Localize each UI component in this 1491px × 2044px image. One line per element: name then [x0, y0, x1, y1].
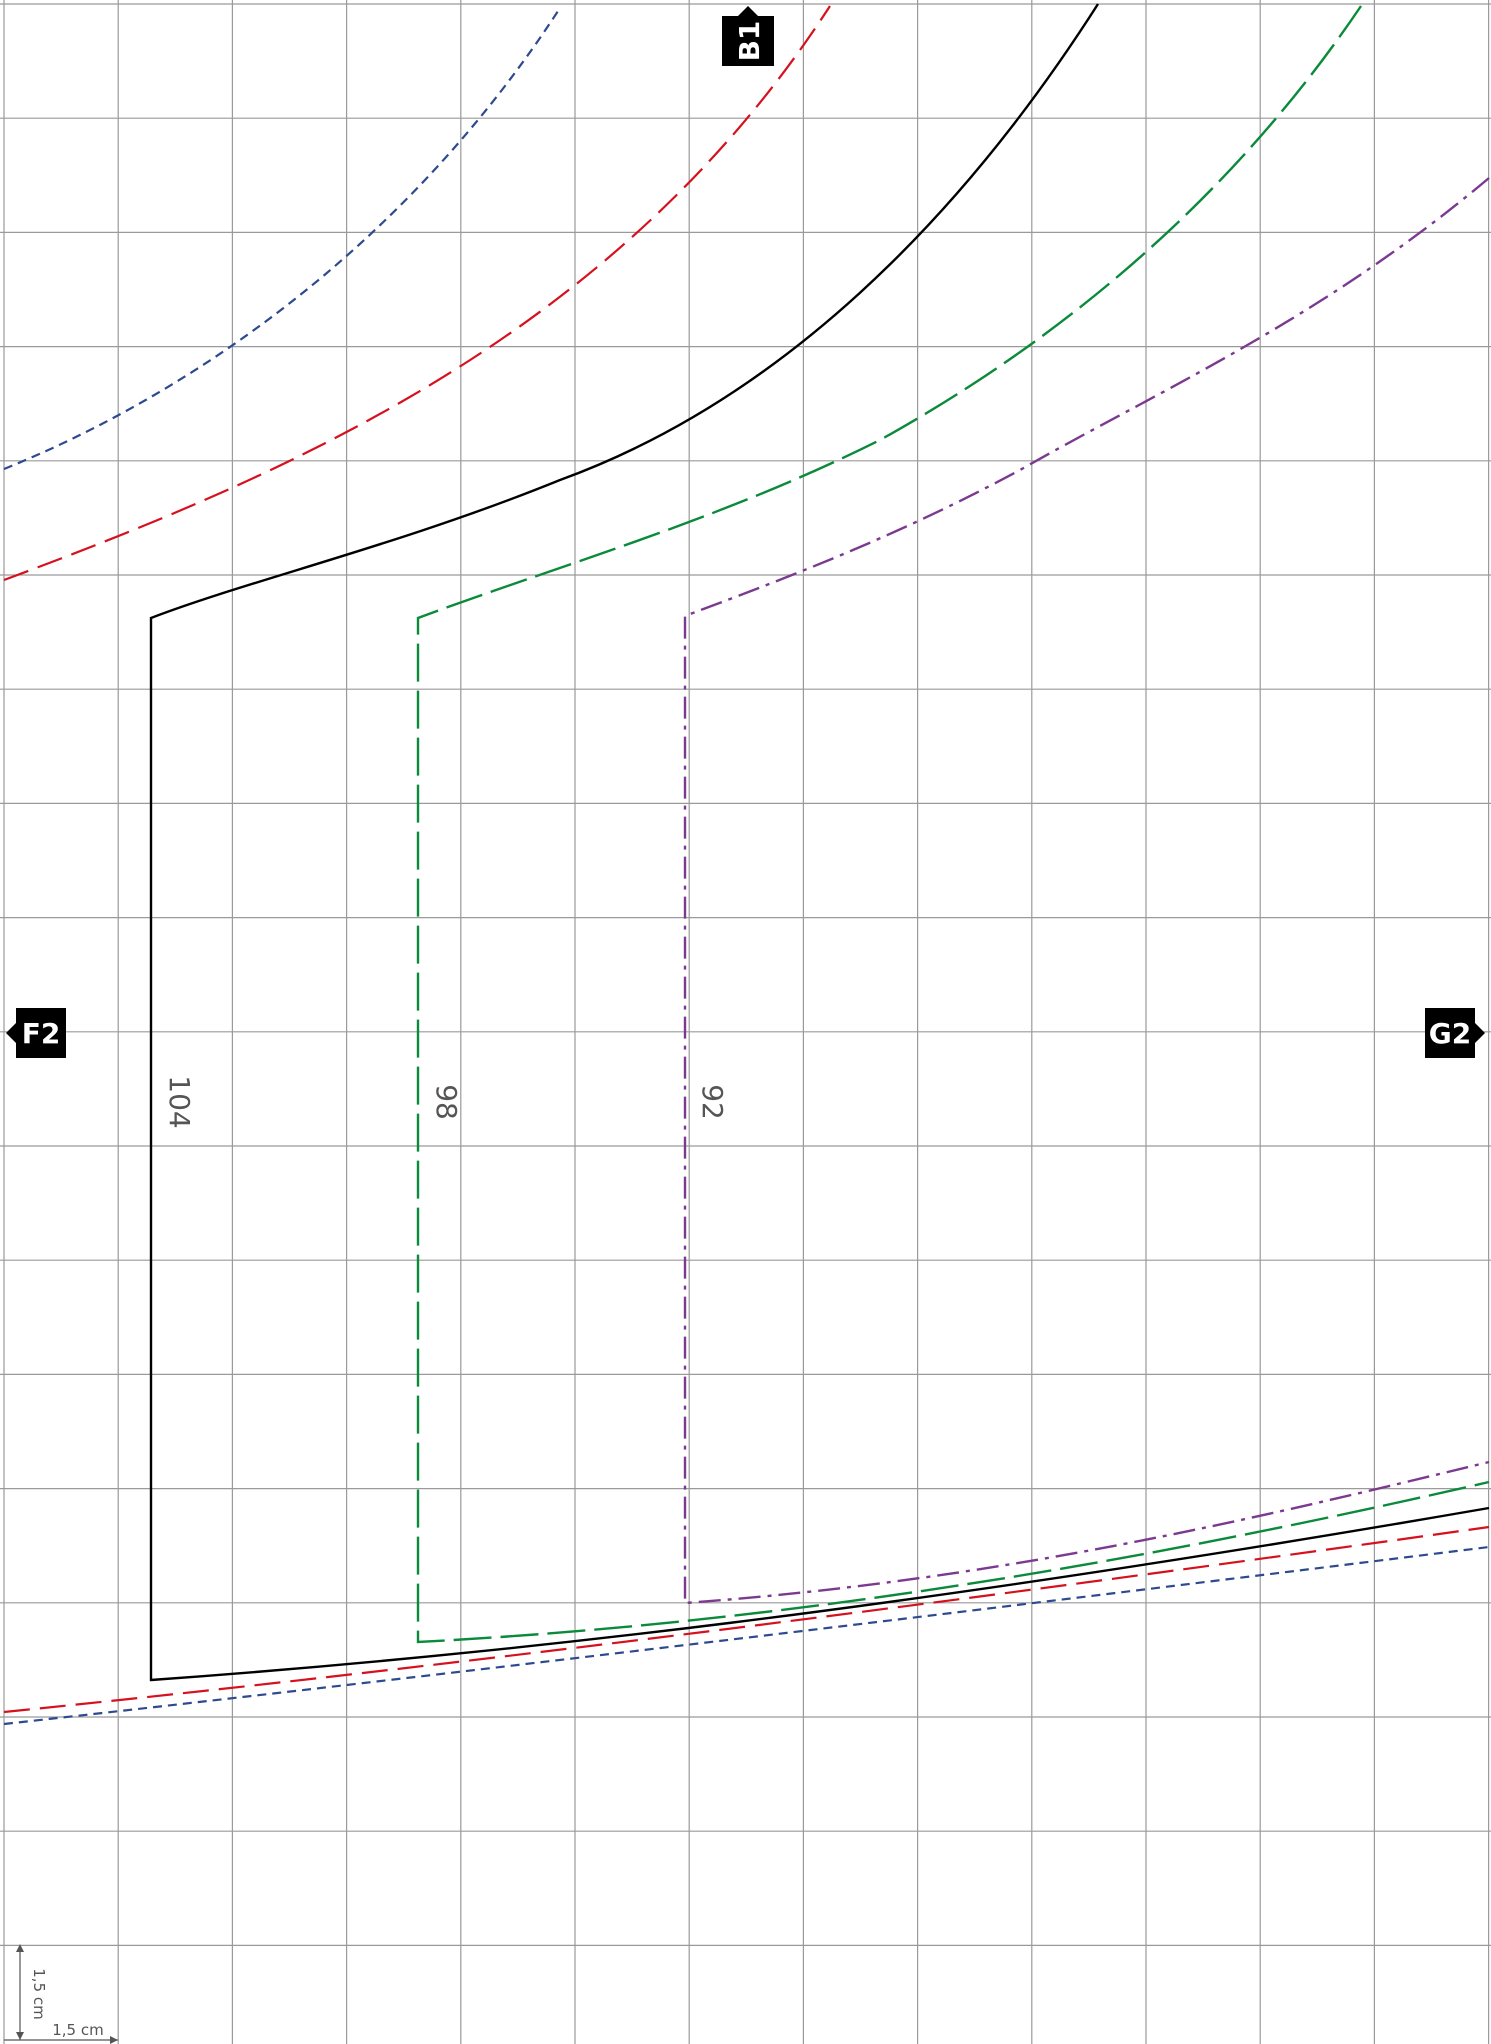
scale-label-horizontal: 1,5 cm — [52, 2021, 103, 2039]
pattern-lines — [3, 3, 1490, 1726]
marker-left-label: F2 — [22, 1017, 61, 1050]
size-label-104: 104 — [163, 1075, 196, 1128]
size-line-red — [3, 5, 831, 582]
scale-reference — [4, 1944, 118, 2044]
size-line-104 — [149, 3, 1490, 1682]
marker-left: F2 — [6, 1008, 66, 1058]
size-label-92: 92 — [696, 1084, 729, 1120]
marker-top-label: B1 — [733, 21, 766, 62]
size-line-blue — [3, 7, 561, 471]
size-line-blue-bottom — [3, 1545, 1490, 1726]
size-line-red-bottom — [3, 1525, 1490, 1714]
marker-right-label: G2 — [1429, 1017, 1471, 1050]
marker-top: B1 — [722, 6, 774, 66]
scale-label-vertical: 1,5 cm — [30, 1968, 48, 2019]
size-line-92 — [683, 177, 1490, 1605]
size-line-98 — [416, 5, 1490, 1644]
marker-right: G2 — [1425, 1008, 1485, 1058]
size-label-98: 98 — [430, 1084, 463, 1120]
